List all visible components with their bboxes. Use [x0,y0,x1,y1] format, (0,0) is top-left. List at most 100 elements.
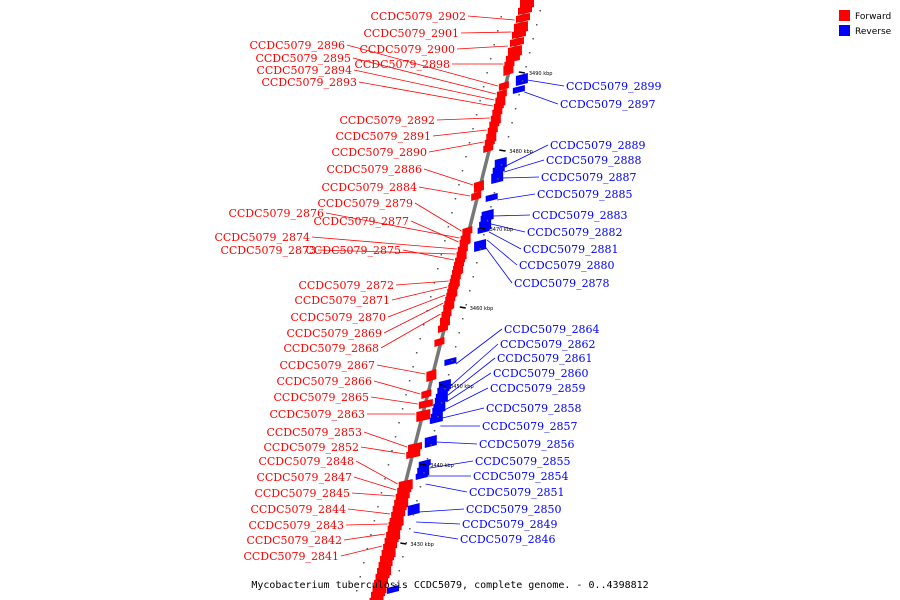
reverse-gene-feature [485,193,498,202]
reverse-gene-label: CCDC5079_2862 [500,338,596,351]
minor-feature-mark [514,108,517,110]
forward-gene-label: CCDC5079_2853 [266,426,362,439]
forward-gene-label: CCDC5079_2873 [220,244,316,257]
forward-gene-label: CCDC5079_2869 [286,327,382,340]
reverse-gene-label: CCDC5079_2851 [469,486,565,499]
reverse-label-connector [504,159,545,173]
minor-feature-mark [356,590,358,592]
minor-feature-mark [437,416,439,418]
minor-feature-mark [426,458,429,460]
forward-gene-label: CCDC5079_2877 [313,215,409,228]
minor-feature-mark [461,318,464,320]
forward-gene-feature [473,180,484,193]
reverse-gene-feature [474,239,487,252]
forward-gene-feature [509,37,524,47]
forward-label-connector [395,280,449,286]
reverse-gene-label: CCDC5079_2857 [482,420,578,433]
forward-gene-label: CCDC5079_2845 [254,487,350,500]
forward-gene-feature [503,63,514,76]
forward-label-connector [402,249,455,261]
forward-label-connector [432,129,487,137]
reverse-gene-label: CCDC5079_2846 [460,533,556,546]
reverse-gene-feature [444,357,457,366]
reverse-label-connector [450,343,499,387]
reverse-gene-label: CCDC5079_2882 [527,226,623,239]
forward-gene-feature [369,595,384,600]
forward-gene-label: CCDC5079_2842 [246,534,342,547]
minor-feature-mark [518,94,520,96]
reverse-label-connector [455,328,503,365]
minor-feature-mark [363,562,365,564]
forward-gene-feature [517,5,532,15]
reverse-gene-feature [515,73,528,86]
forward-gene-label: CCDC5079_2847 [256,471,352,484]
tick-label: 3470 kbp [490,227,514,233]
forward-label-connector [347,508,391,515]
reverse-gene-label: CCDC5079_2887 [541,171,637,184]
minor-feature-mark [419,486,422,488]
minor-feature-mark [493,44,495,46]
forward-label-connector [325,212,460,239]
tick-label: 3440 kbp [430,463,454,469]
forward-gene-label: CCDC5079_2893 [261,76,357,89]
reverse-label-connector [493,214,531,217]
minor-feature-mark [486,72,488,74]
forward-label-connector [436,117,490,121]
minor-feature-mark [469,290,471,292]
forward-label-connector [373,380,421,395]
forward-gene-label: CCDC5079_2871 [294,294,390,307]
forward-gene-feature [437,323,448,333]
reverse-gene-label: CCDC5079_2889 [550,139,646,152]
reverse-gene-feature [491,171,504,184]
reverse-label-connector [429,460,474,469]
tick-label: 3480 kbp [509,149,533,155]
forward-gene-label: CCDC5079_2894 [256,64,352,77]
forward-label-connector [391,286,448,301]
forward-gene-feature [416,409,431,422]
reverse-label-connector [416,521,461,525]
forward-gene-feature [483,143,494,153]
forward-gene-feature [418,399,433,409]
reverse-gene-label: CCDC5079_2858 [486,402,582,415]
reverse-label-connector [486,239,518,266]
forward-gene-label: CCDC5079_2875 [305,244,401,257]
reverse-gene-label: CCDC5079_2854 [473,470,569,483]
reverse-label-connector [488,231,522,250]
minor-feature-mark [511,122,513,124]
reverse-gene-feature [477,225,490,234]
forward-label-connector [345,523,388,526]
tick-label: 3430 kbp [410,542,434,548]
minor-feature-mark [468,142,471,144]
reverse-label-connector [524,91,559,105]
reverse-gene-feature [387,585,400,594]
reverse-gene-feature [424,435,437,448]
reverse-gene-label: CCDC5079_2881 [523,243,619,256]
forward-gene-label: CCDC5079_2874 [214,231,310,244]
minor-feature-mark [377,506,379,508]
forward-gene-label: CCDC5079_2843 [248,519,344,532]
minor-feature-mark [497,178,499,180]
reverse-label-connector [425,483,468,493]
minor-feature-mark [412,366,414,368]
minor-feature-mark [454,198,457,200]
minor-feature-mark [500,164,503,166]
minor-feature-mark [465,156,467,158]
minor-feature-mark [398,570,401,572]
minor-feature-mark [521,80,524,82]
minor-feature-mark [416,500,418,502]
minor-feature-mark [479,100,481,102]
reverse-label-connector [491,223,526,233]
forward-label-connector [410,220,459,243]
minor-feature-mark [525,66,527,68]
forward-gene-feature [471,191,482,201]
reverse-gene-label: CCDC5079_2880 [519,259,615,272]
reverse-gene-label: CCDC5079_2897 [560,98,656,111]
minor-feature-mark [409,528,411,530]
minor-feature-mark [433,430,436,432]
legend-forward-label: Forward [855,12,891,22]
minor-feature-mark [490,206,492,208]
forward-gene-label: CCDC5079_2865 [273,391,369,404]
forward-label-connector [355,460,398,485]
reverse-gene-label: CCDC5079_2855 [475,455,571,468]
